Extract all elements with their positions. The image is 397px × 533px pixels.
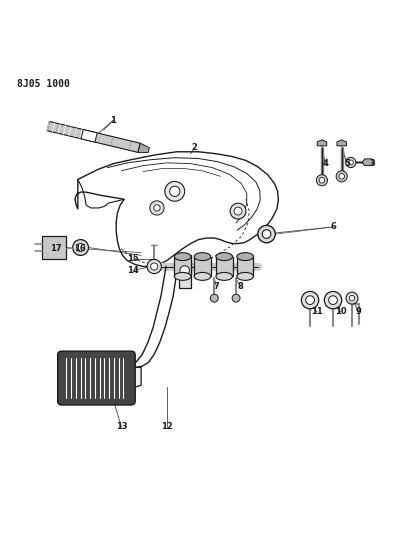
Circle shape bbox=[306, 296, 314, 304]
Bar bbox=[174, 256, 191, 277]
Ellipse shape bbox=[174, 253, 191, 261]
Text: 17: 17 bbox=[50, 244, 62, 253]
Circle shape bbox=[349, 160, 353, 165]
Circle shape bbox=[147, 260, 161, 273]
Circle shape bbox=[349, 295, 355, 301]
Bar bbox=[42, 237, 66, 259]
Polygon shape bbox=[317, 140, 327, 146]
Ellipse shape bbox=[216, 272, 233, 280]
Circle shape bbox=[301, 292, 319, 309]
Ellipse shape bbox=[237, 253, 254, 261]
Polygon shape bbox=[362, 159, 374, 166]
Circle shape bbox=[324, 292, 342, 309]
Text: 8J05 1000: 8J05 1000 bbox=[17, 78, 69, 88]
Circle shape bbox=[258, 225, 275, 243]
Text: 16: 16 bbox=[74, 244, 86, 253]
Circle shape bbox=[339, 174, 345, 179]
Bar bbox=[216, 256, 233, 277]
Text: 11: 11 bbox=[311, 308, 323, 317]
Circle shape bbox=[230, 203, 246, 219]
Text: 3: 3 bbox=[370, 159, 376, 168]
Circle shape bbox=[210, 294, 218, 302]
Circle shape bbox=[319, 177, 325, 183]
Text: 12: 12 bbox=[161, 422, 173, 431]
Circle shape bbox=[346, 157, 356, 167]
Text: 5: 5 bbox=[344, 159, 350, 168]
Ellipse shape bbox=[194, 253, 211, 261]
Polygon shape bbox=[337, 140, 347, 146]
Polygon shape bbox=[138, 143, 149, 152]
Circle shape bbox=[170, 186, 180, 197]
Text: 9: 9 bbox=[356, 308, 362, 317]
Circle shape bbox=[234, 207, 242, 215]
Bar bbox=[194, 256, 211, 277]
Circle shape bbox=[232, 294, 240, 302]
Text: 10: 10 bbox=[335, 308, 347, 317]
Circle shape bbox=[346, 292, 358, 304]
Text: 2: 2 bbox=[192, 143, 197, 152]
Circle shape bbox=[73, 240, 89, 255]
Circle shape bbox=[77, 244, 85, 252]
Circle shape bbox=[150, 201, 164, 215]
Ellipse shape bbox=[216, 253, 233, 261]
Circle shape bbox=[262, 230, 271, 238]
Polygon shape bbox=[47, 122, 140, 152]
Text: 1: 1 bbox=[110, 116, 116, 125]
Text: 13: 13 bbox=[116, 422, 127, 431]
Circle shape bbox=[165, 181, 185, 201]
Circle shape bbox=[150, 263, 158, 270]
Circle shape bbox=[154, 205, 160, 211]
Circle shape bbox=[329, 296, 337, 304]
Text: 14: 14 bbox=[127, 266, 139, 275]
Circle shape bbox=[316, 175, 328, 186]
Text: 4: 4 bbox=[322, 159, 328, 168]
Ellipse shape bbox=[237, 272, 254, 280]
Polygon shape bbox=[179, 255, 191, 288]
Text: 15: 15 bbox=[127, 254, 139, 263]
Ellipse shape bbox=[194, 272, 211, 280]
Polygon shape bbox=[114, 367, 141, 387]
Text: 8: 8 bbox=[237, 282, 243, 291]
Ellipse shape bbox=[174, 272, 191, 280]
Circle shape bbox=[180, 266, 189, 275]
Circle shape bbox=[336, 171, 347, 182]
Text: 7: 7 bbox=[214, 282, 219, 291]
FancyBboxPatch shape bbox=[58, 351, 135, 405]
Bar bbox=[237, 256, 254, 277]
Polygon shape bbox=[81, 130, 97, 142]
Text: 6: 6 bbox=[330, 222, 336, 231]
